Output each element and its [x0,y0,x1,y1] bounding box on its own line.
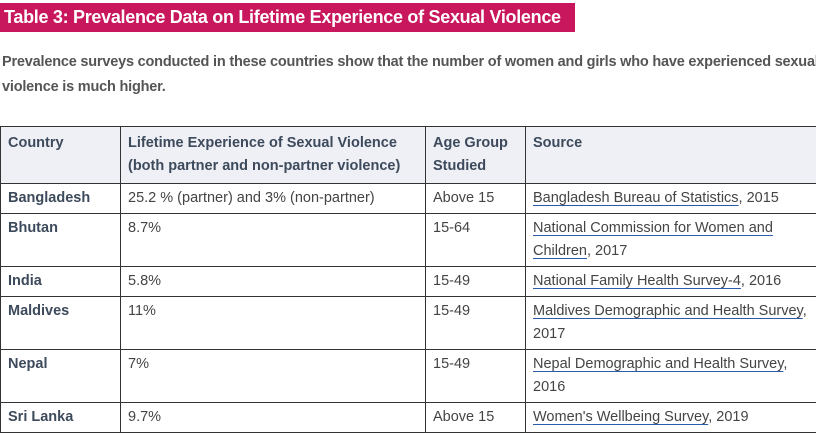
age-group-cell: 15-49 [426,267,526,297]
age-group-cell: Above 15 [426,184,526,214]
source-link[interactable]: National Commission for Women and Childr… [533,220,773,259]
source-year: , 2019 [708,409,748,425]
source-cell: Nepal Demographic and Health Survey, 201… [526,350,816,403]
country-cell: Bangladesh [1,184,121,214]
age-group-cell: 15-49 [426,297,526,350]
age-group-cell: 15-49 [426,350,526,403]
source-link[interactable]: National Family Health Survey-4 [533,273,741,289]
table-header-row: Country Lifetime Experience of Sexual Vi… [1,127,816,184]
prevalence-cell: 7% [121,350,426,403]
source-cell: National Commission for Women and Childr… [526,214,816,267]
intro-paragraph: Prevalence surveys conducted in these co… [2,50,816,100]
prevalence-cell: 11% [121,297,426,350]
source-link[interactable]: Women's Wellbeing Survey [533,409,708,425]
source-link[interactable]: Nepal Demographic and Health Survey [533,356,783,372]
table-title: Table 3: Prevalence Data on Lifetime Exp… [0,3,575,32]
source-cell: Women's Wellbeing Survey, 2019 [526,403,816,433]
country-cell: India [1,267,121,297]
source-year: , 2015 [739,190,779,206]
prevalence-cell: 5.8% [121,267,426,297]
header-source: Source [526,127,816,184]
prevalence-cell: 25.2 % (partner) and 3% (non-partner) [121,184,426,214]
country-cell: Maldives [1,297,121,350]
source-link[interactable]: Bangladesh Bureau of Statistics [533,190,739,206]
age-group-cell: 15-64 [426,214,526,267]
country-cell: Sri Lanka [1,403,121,433]
prevalence-table: Country Lifetime Experience of Sexual Vi… [0,126,816,433]
source-cell: National Family Health Survey-4, 2016 [526,267,816,297]
source-cell: Bangladesh Bureau of Statistics, 2015 [526,184,816,214]
source-link[interactable]: Maldives Demographic and Health Survey [533,303,803,319]
header-country: Country [1,127,121,184]
country-cell: Nepal [1,350,121,403]
prevalence-cell: 8.7% [121,214,426,267]
source-year: , 2017 [587,243,627,259]
country-cell: Bhutan [1,214,121,267]
age-group-cell: Above 15 [426,403,526,433]
header-age-group: Age Group Studied [426,127,526,184]
prevalence-cell: 9.7% [121,403,426,433]
source-cell: Maldives Demographic and Health Survey, … [526,297,816,350]
source-year: , 2016 [741,273,781,289]
header-prevalence: Lifetime Experience of Sexual Violence (… [121,127,426,184]
